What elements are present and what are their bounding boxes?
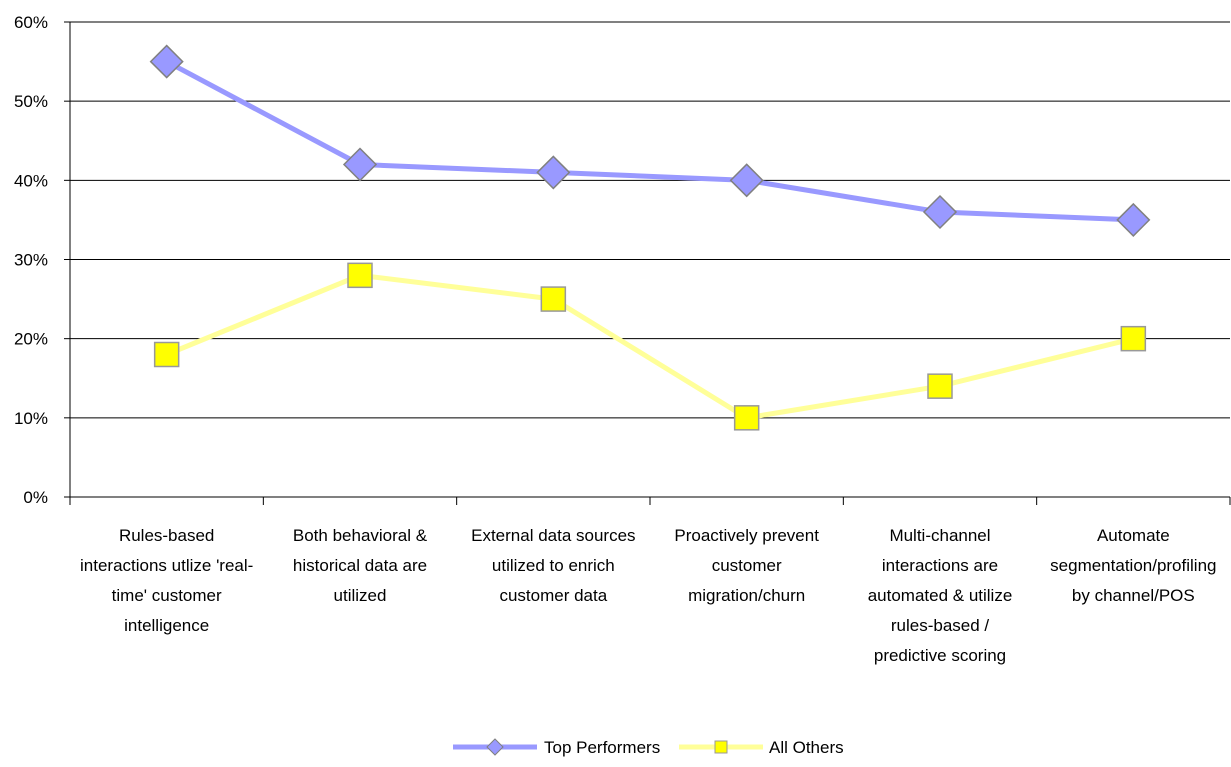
x-category-label-line: time' customer [112,586,222,605]
x-category-label-line: automated & utilize [868,586,1013,605]
x-category-label-line: segmentation/profiling [1050,556,1216,575]
x-category-label-line: Multi-channel [889,526,990,545]
y-tick-label: 50% [14,92,48,111]
axis-layer: 0% 10% 20% 30% 40% 50% 60% Rules-based interacti… [14,13,1231,665]
x-category-label-line: rules-based / [891,616,990,635]
legend-label: Top Performers [544,738,660,757]
y-tick-label: 30% [14,251,48,270]
y-tick-label: 0% [23,488,48,507]
y-tick-label: 10% [14,409,48,428]
x-category-label: Proactively prevent customer migration/chu… [674,526,819,605]
series-line [165,59,1134,223]
data-point [347,262,373,289]
y-tick-label: 20% [14,330,48,349]
x-category-label: Automate segmentation/profiling by channel… [1050,526,1216,605]
x-category-label-line: utilized [334,586,387,605]
x-category-label-line: customer data [499,586,607,605]
y-tick-label: 60% [14,13,48,32]
x-category-label-line: historical data are [293,556,427,575]
data-point [733,405,760,431]
data-point [536,155,571,190]
x-category-label: Multi-channel interactions are automated &… [868,526,1013,665]
data-point [342,147,378,182]
x-category-label-line: Both behavioral & [293,526,428,545]
x-category-label-line: customer [712,556,782,575]
y-tick-label: 40% [14,171,48,190]
data-point [149,44,184,79]
data-point [927,373,953,399]
x-category-label-line: intelligence [124,616,209,635]
x-category-label-line: utilized to enrich [492,556,615,575]
data-point [729,163,764,198]
x-category-label: External data sources utilized to enrich c… [471,526,635,605]
data-point [153,341,180,368]
x-category-label-line: interactions utlize 'real- [80,556,253,575]
x-category-label-line: migration/churn [688,586,805,605]
data-point [922,194,958,230]
legend-marker [714,740,728,754]
grid-layer [70,21,1230,498]
legend: Top Performers All Others [453,738,844,757]
x-category-label-line: Rules-based [119,526,214,545]
data-point [1120,325,1147,352]
x-category-label-line: External data sources [471,526,635,545]
legend-marker [486,738,504,756]
x-category-label-line: by channel/POS [1072,586,1195,605]
x-category-label-line: Automate [1097,526,1170,545]
data-point [1116,202,1151,237]
x-category-label-line: interactions are [882,556,998,575]
x-category-label: Rules-based interactions utlize 'real-tim… [80,526,253,635]
data-point [540,286,567,312]
legend-label: All Others [769,738,844,757]
x-category-label-line: Proactively prevent [674,526,819,545]
series-layer [149,44,1151,431]
x-category-label-line: predictive scoring [874,646,1006,665]
x-category-label: Both behavioral & historical data are util… [293,526,428,605]
series-line [165,272,1134,421]
